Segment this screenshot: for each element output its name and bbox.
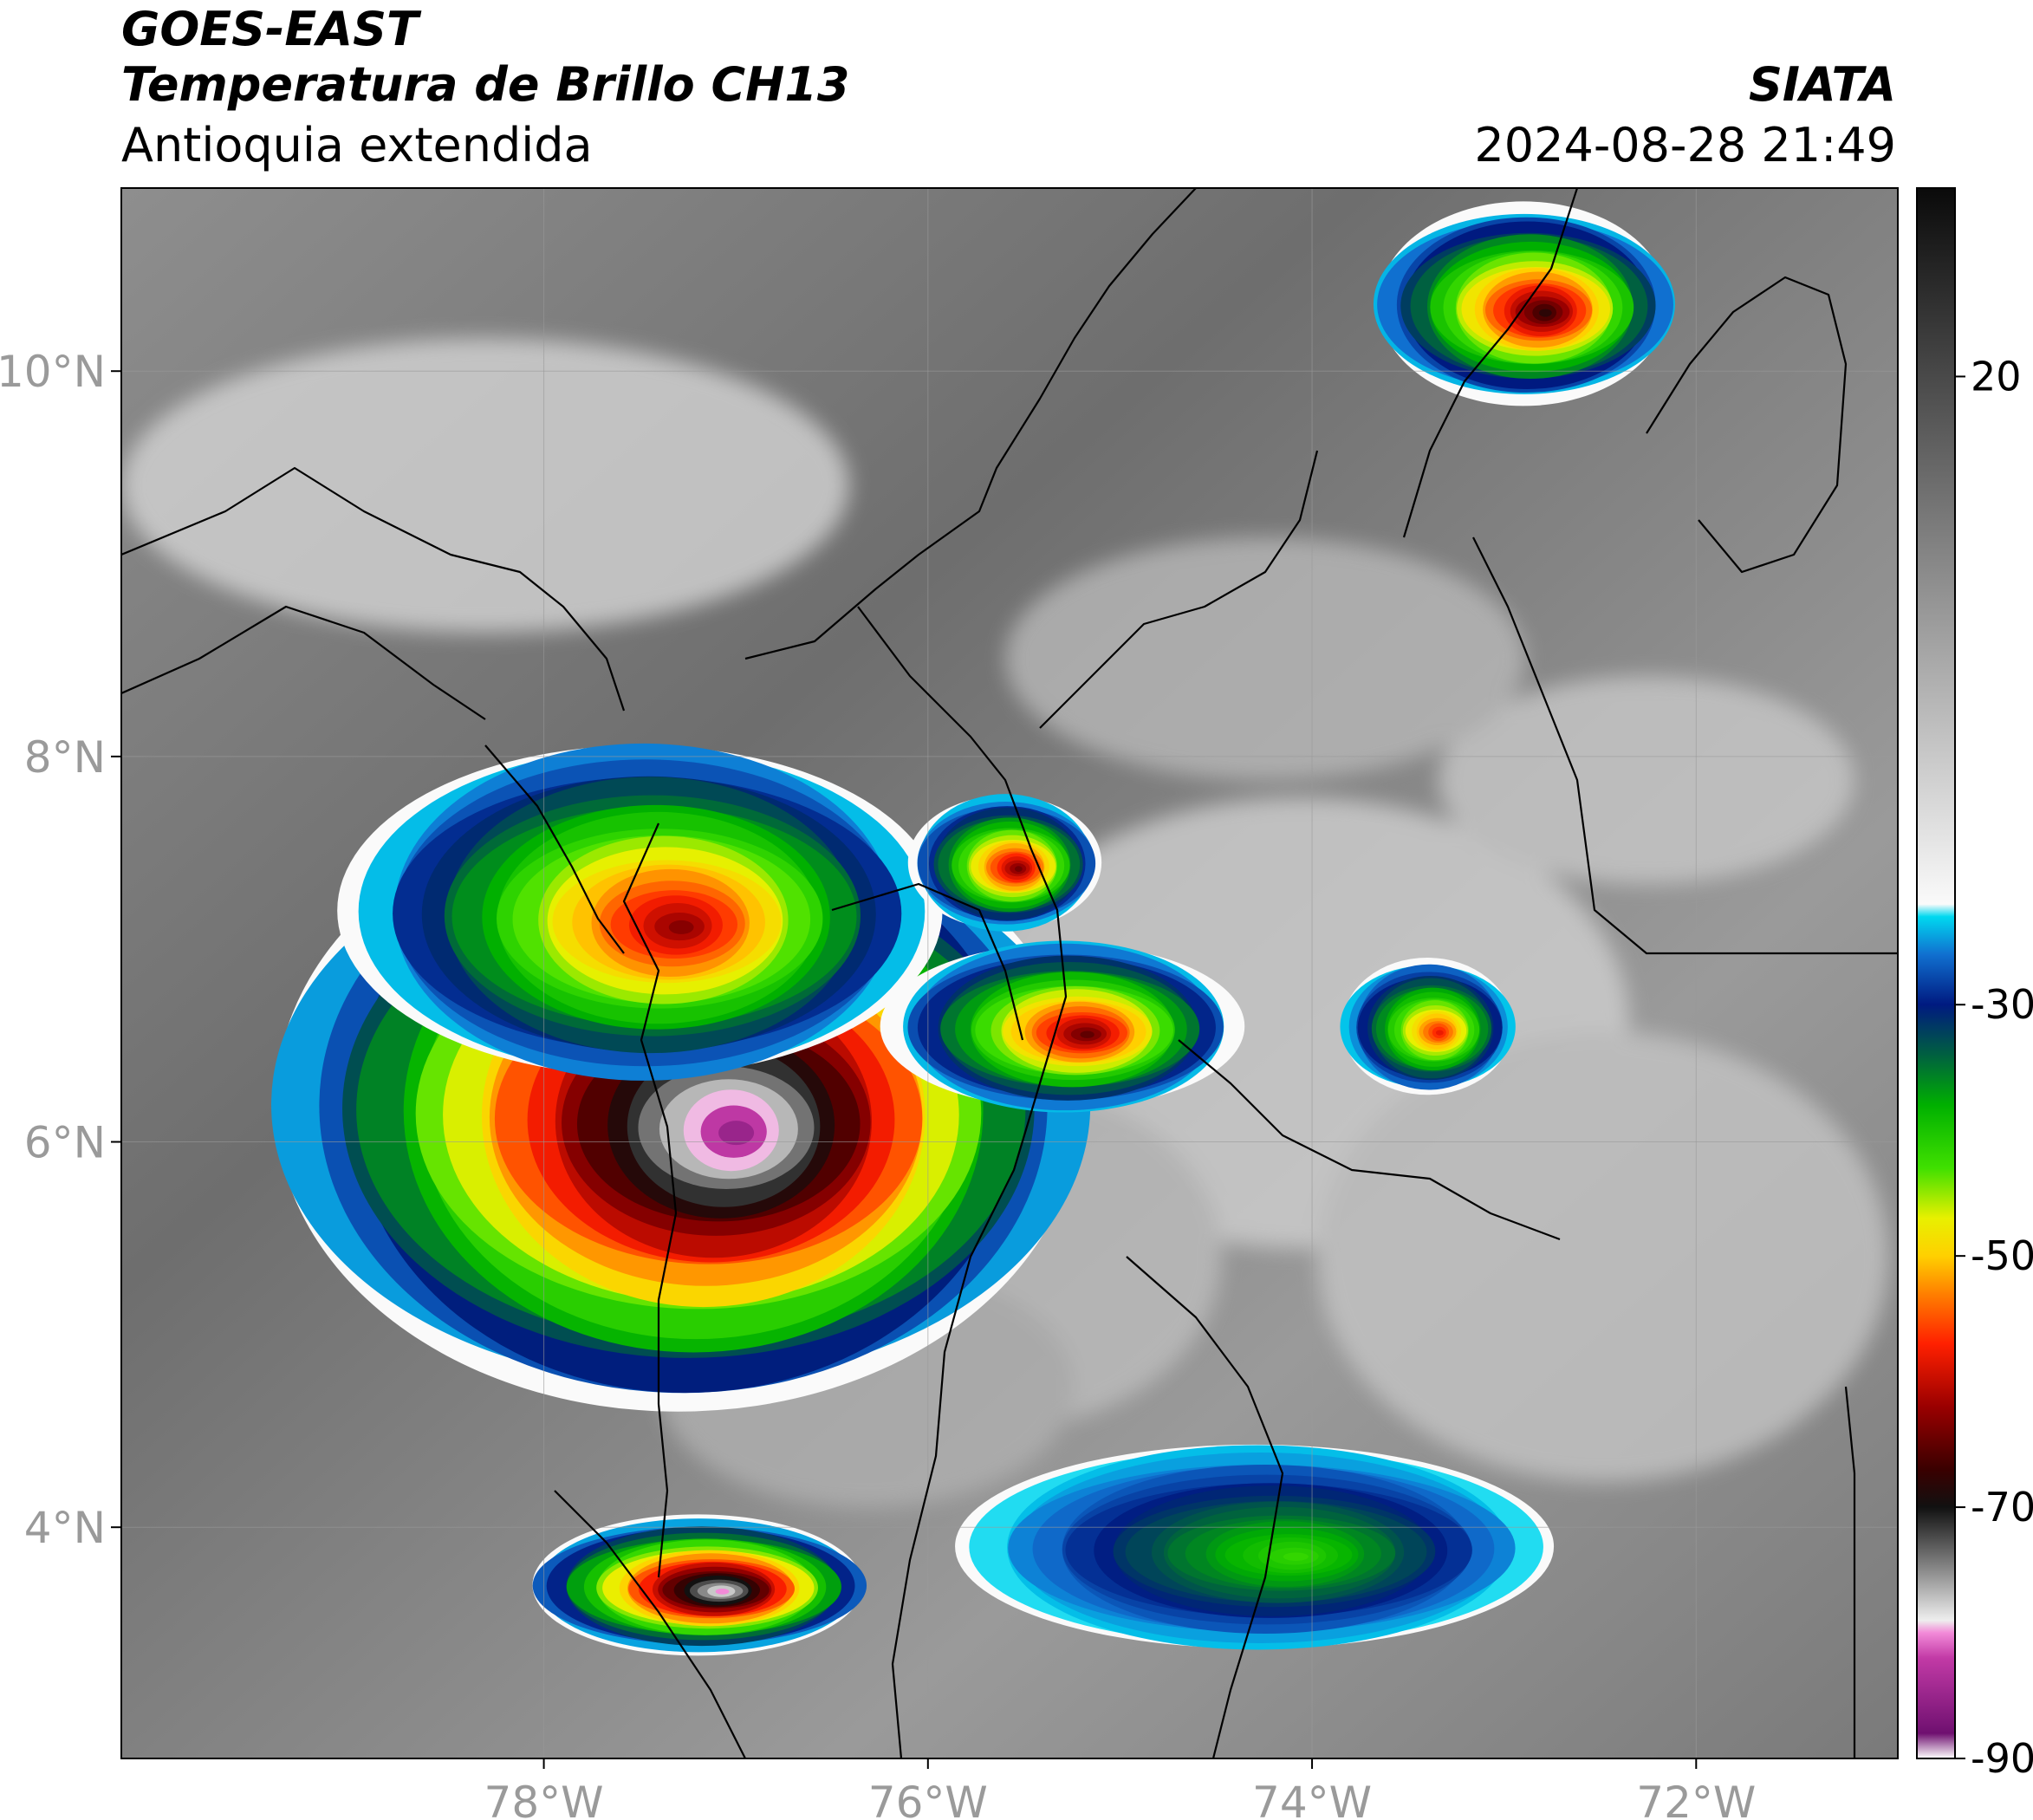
convective-cell (955, 1444, 1555, 1650)
colorbar-tick-label: -70 (1971, 1484, 2033, 1531)
boundaries (121, 188, 1898, 1758)
colorbar-ticks: 20 -30 -50 -70 -90 (1955, 353, 2033, 1782)
colorbar-tick-label: -90 (1971, 1735, 2033, 1782)
map-panel (121, 188, 1898, 1758)
light-cloud-bands (121, 338, 1889, 1508)
temperature-contour (1283, 1552, 1309, 1561)
convective-systems (271, 201, 1675, 1656)
temperature-contour (1538, 309, 1552, 317)
department-line-1 (1039, 450, 1319, 729)
panama-isthmus (121, 605, 486, 720)
temperature-contour (1435, 1030, 1444, 1036)
border-venezuela (1402, 188, 1579, 538)
temperature-contour (668, 920, 694, 934)
cordillera-boundary (857, 606, 1068, 1758)
border-east (1472, 536, 1898, 955)
map-frame (120, 187, 1899, 1759)
border-southeast (1844, 1386, 1856, 1758)
satellite-title: GOES-EAST (121, 2, 419, 56)
department-line-5 (484, 744, 625, 954)
lake-maracaibo-region (1646, 276, 1848, 574)
department-line-6 (831, 882, 1024, 1041)
lat-tick-label: 4°N (24, 1503, 106, 1553)
convective-cell (1340, 958, 1516, 1095)
colorbar-tick-label: -50 (1971, 1232, 2033, 1279)
lon-tick-label: 78°W (484, 1778, 604, 1820)
department-line-4 (622, 822, 678, 1578)
caribbean-coast (744, 188, 1197, 660)
lat-tick-label: 6°N (24, 1118, 106, 1168)
region-subtitle: Antioquia extendida (121, 118, 593, 172)
lon-tick-label: 72°W (1636, 1778, 1756, 1820)
coastline-pacific (554, 1490, 746, 1758)
temperature-contour (718, 1121, 755, 1146)
product-title: Temperatura de Brillo CH13 (121, 57, 850, 112)
convective-cell (337, 743, 943, 1081)
graticule (121, 188, 1898, 1758)
lon-tick-label: 76°W (868, 1778, 988, 1820)
convective-cell (1373, 201, 1675, 406)
coastline-north (121, 466, 626, 712)
convective-cell (532, 1514, 867, 1656)
lat-tick-label: 8°N (24, 732, 106, 783)
colorbar: 20 -30 -50 -70 -90 (1916, 187, 2033, 1782)
department-line-3 (1126, 1256, 1284, 1758)
lon-tick-label: 74°W (1252, 1778, 1372, 1820)
temperature-contour (715, 1588, 730, 1595)
department-line-2 (1178, 1039, 1561, 1241)
colorbar-tick-label: -30 (1971, 981, 2033, 1028)
lat-tick-label: 10°N (0, 347, 106, 397)
colorbar-tick-label: 20 (1971, 353, 2022, 400)
temperature-contour (1080, 1030, 1094, 1038)
agency-label: SIATA (1748, 57, 1896, 112)
colorbar-scale (1916, 187, 1956, 1759)
datetime-label: 2024-08-28 21:49 (1474, 118, 1896, 172)
axis-ticks: 78°W 76°W 74°W 72°W 10°N 8°N 6°N 4°N (0, 347, 1756, 1820)
temperature-contour (1014, 866, 1023, 873)
